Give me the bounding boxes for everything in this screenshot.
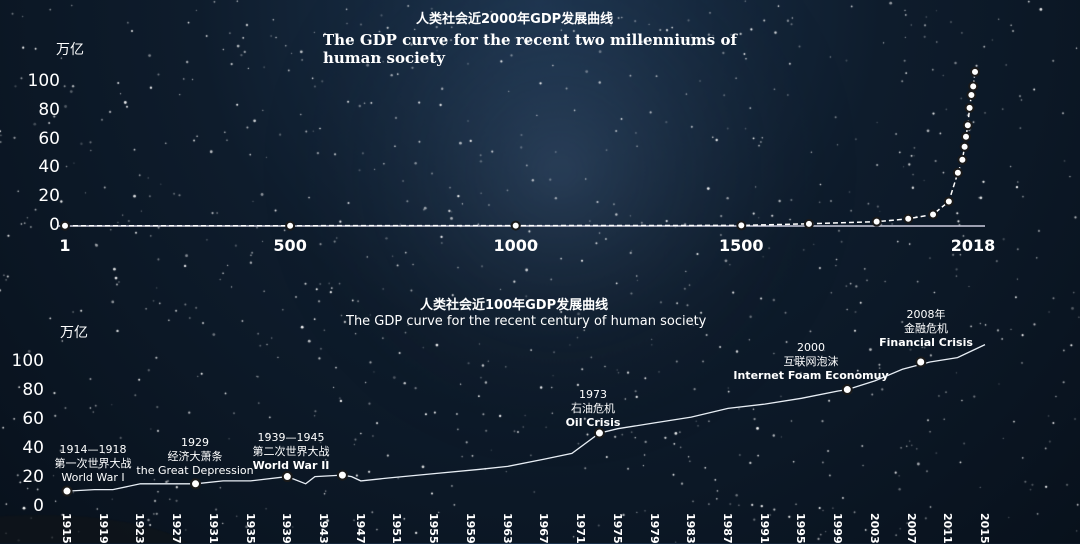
chart2-y-tick-label: 60	[22, 409, 44, 429]
annotation-years: 1914—1918	[59, 443, 127, 456]
chart2-title: 人类社会近100年GDP发展曲线	[420, 298, 609, 313]
annotation-en: Oil Crisis	[565, 416, 621, 429]
chart1-data-point	[960, 131, 971, 142]
chart1-x-tick-label: 500	[273, 236, 307, 255]
chart2-event-marker	[841, 384, 853, 396]
chart1-y-tick-label: 20	[38, 186, 60, 207]
chart1-data-point	[957, 154, 968, 165]
chart1-plot	[58, 66, 985, 231]
chart1-data-point	[871, 216, 882, 227]
chart1-data-point	[952, 167, 963, 178]
chart1-x-tick-label: 2018	[950, 236, 996, 255]
chart1-data-point	[966, 89, 977, 100]
annotation-financial-crisis: 2008年 金融危机 Financial Crisis	[879, 308, 973, 350]
annotation-years: 1939—1945	[257, 431, 325, 444]
annotation-world-war-2: 1939—1945 第二次世界大战 World War II	[253, 431, 330, 473]
chart1-y-tick-label: 40	[38, 157, 60, 178]
annotation-en: Internet Foam Economuy	[733, 369, 889, 382]
chart2-y-tick-label: 0	[33, 496, 44, 516]
chart1-data-point	[962, 120, 973, 131]
chart2-plot	[61, 344, 986, 497]
annotation-world-war-1: 1914—1918 第一次世界大战 World War I	[55, 443, 132, 485]
annotation-zh: 经济大萧条	[167, 450, 223, 463]
chart1-y-tick-label: 0	[49, 215, 60, 235]
chart2-y-tick-label: 20	[22, 467, 44, 487]
annotation-years: 2000	[796, 341, 825, 354]
annotation-years: 1929	[180, 436, 209, 449]
annotation-oil-crisis: 1973 石油危机 Oil Crisis	[566, 388, 621, 430]
chart2-y-unit: 万亿	[60, 325, 88, 341]
chart1-data-point	[970, 66, 980, 77]
annotation-zh: 石油危机	[570, 402, 615, 415]
chart1-data-point	[943, 196, 954, 207]
chart1-y-tick-label: 60	[38, 128, 60, 149]
annotation-en: World War II	[252, 459, 330, 472]
annotation-zh: 互联网泡沫	[783, 355, 839, 368]
chart2-y-tick-label: 80	[22, 380, 44, 400]
chart1-y-tick-label: 100	[27, 71, 60, 91]
chart1-data-point	[964, 102, 975, 113]
annotation-years: 1973	[578, 388, 607, 401]
chart2-event-marker	[61, 485, 73, 497]
annotation-internet-bubble: 2000 互联网泡沫 Internet Foam Economuy	[733, 341, 888, 383]
chart2-series-line	[66, 344, 986, 492]
chart1-data-point	[510, 220, 521, 231]
chart2-y-tick-label: 100	[11, 351, 44, 371]
annotation-zh: 金融危机	[903, 322, 948, 335]
chart2-y-tick-label: 40	[22, 438, 44, 458]
chart1-y-unit: 万亿	[56, 42, 84, 58]
chart1-series-line	[65, 71, 976, 227]
chart1-data-point	[285, 220, 296, 231]
annotation-zh: 第二次世界大战	[252, 445, 330, 458]
annotation-en: World War I	[61, 471, 125, 484]
chart1-x-tick-label: 1	[59, 236, 71, 255]
chart1-data-point	[803, 218, 814, 229]
chart1-subtitle: The GDP curve for the recent two millenn…	[323, 31, 737, 67]
chart1-y-tick-label: 80	[38, 99, 60, 120]
chart2-event-marker	[190, 478, 202, 490]
chart1-data-point	[959, 141, 970, 152]
chart1-x-tick-label: 1500	[719, 236, 764, 255]
annotation-years: 2008年	[906, 308, 946, 321]
chart2-event-marker	[336, 469, 348, 481]
chart2-subtitle: The GDP curve for the recent century of …	[346, 314, 707, 329]
chart1-title: 人类社会近2000年GDP发展曲线	[416, 12, 614, 27]
annotation-en: the Great Depression	[136, 464, 254, 477]
chart1-data-point	[968, 81, 979, 92]
chart1-data-point	[60, 220, 70, 231]
annotation-en: Financial Crisis	[879, 336, 973, 349]
chart2-event-marker	[915, 356, 927, 368]
chart2-event-marker	[593, 427, 605, 439]
chart2-event-marker	[281, 471, 293, 483]
annotation-great-depression: 1929 经济大萧条 the Great Depression	[136, 436, 253, 478]
chart1-x-tick-label: 1000	[493, 236, 538, 255]
chart1-data-point	[903, 213, 914, 224]
chart1-data-point	[736, 220, 747, 231]
annotation-zh: 第一次世界大战	[54, 457, 132, 470]
chart1-data-point	[928, 209, 939, 220]
